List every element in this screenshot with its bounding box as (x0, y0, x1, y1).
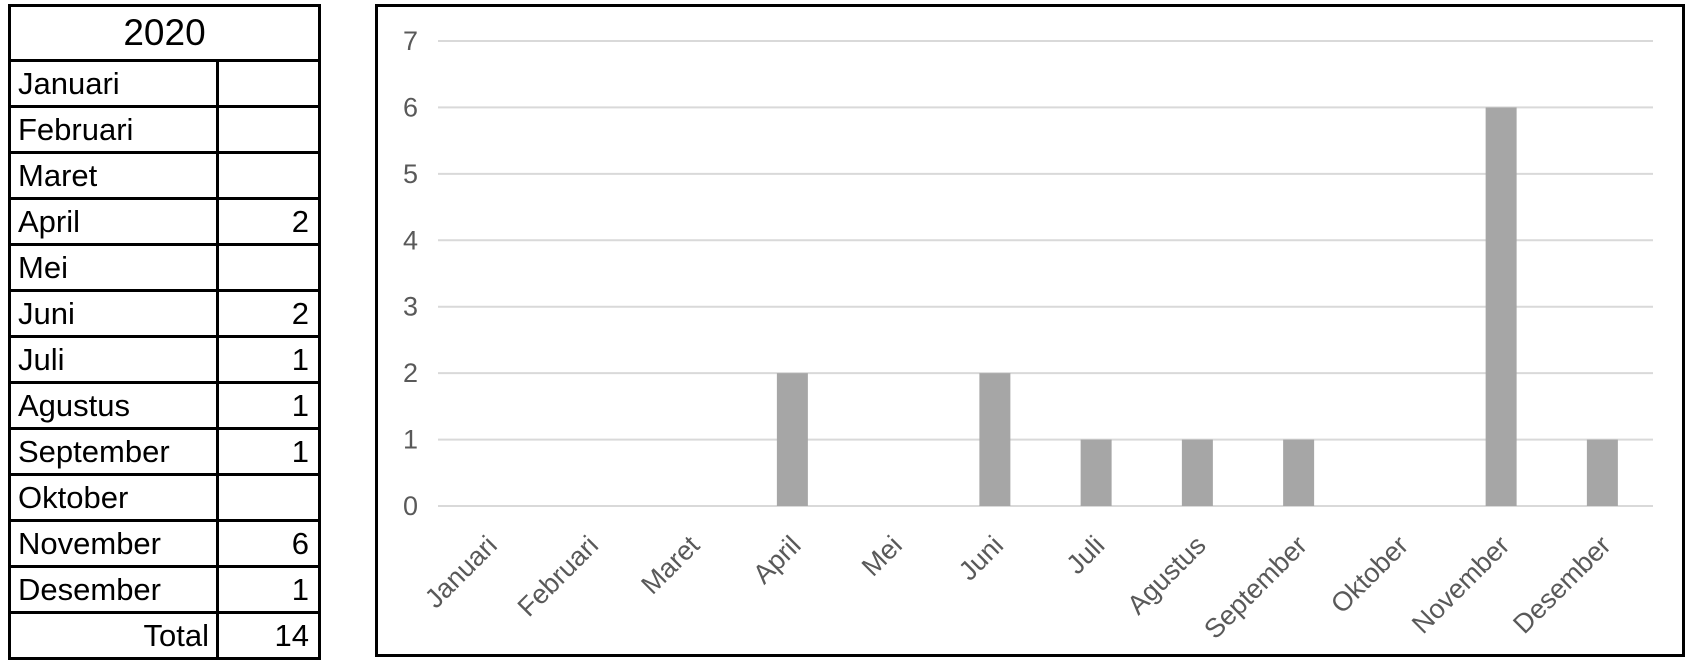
y-tick-label: 6 (403, 92, 418, 122)
x-tick-label: April (747, 530, 806, 589)
bar-agustus[interactable] (1181, 439, 1213, 506)
x-tick-label: Oktober (1325, 530, 1414, 619)
y-tick-label: 0 (403, 491, 418, 521)
month-cell[interactable]: Agustus (8, 381, 219, 430)
table-row: Juli 1 (8, 335, 321, 384)
table-row: Januari (8, 59, 321, 108)
month-cell[interactable]: Juni (8, 289, 219, 338)
y-tick-label: 2 (403, 358, 418, 388)
value-cell[interactable]: 1 (216, 565, 321, 614)
month-cell[interactable]: November (8, 519, 219, 568)
y-tick-label: 7 (403, 26, 418, 56)
bar-desember[interactable] (1586, 439, 1618, 506)
month-cell[interactable]: Oktober (8, 473, 219, 522)
bar-chart[interactable]: 0 1 2 3 4 5 6 7 Januari Februari Maret April Mei Juni… (375, 4, 1685, 657)
bar-juni[interactable] (979, 373, 1011, 506)
x-tick-label: Desember (1507, 530, 1616, 639)
value-cell[interactable]: 1 (216, 427, 321, 476)
table-row: Mei (8, 243, 321, 292)
y-tick-label: 4 (403, 225, 418, 255)
y-tick-label: 1 (403, 425, 418, 455)
bar-november[interactable] (1485, 107, 1517, 506)
value-cell[interactable]: 2 (216, 289, 321, 338)
value-cell[interactable] (216, 151, 321, 200)
x-tick-label: Agustus (1121, 530, 1211, 620)
month-cell[interactable]: Desember (8, 565, 219, 614)
month-cell[interactable]: Maret (8, 151, 219, 200)
month-cell[interactable]: Mei (8, 243, 219, 292)
x-tick-label: Februari (512, 530, 604, 622)
bar-april[interactable] (776, 373, 808, 506)
total-value-cell[interactable]: 14 (216, 611, 321, 660)
table-row: Agustus 1 (8, 381, 321, 430)
value-cell[interactable] (216, 59, 321, 108)
table-row: September 1 (8, 427, 321, 476)
value-cell[interactable] (216, 243, 321, 292)
x-tick-label: November (1406, 530, 1515, 639)
x-tick-label: September (1198, 530, 1313, 645)
table-row: November 6 (8, 519, 321, 568)
total-label-cell[interactable]: Total (8, 611, 219, 660)
year-header-row: 2020 (8, 4, 321, 62)
table-row: April 2 (8, 197, 321, 246)
month-cell[interactable]: September (8, 427, 219, 476)
value-cell[interactable]: 1 (216, 381, 321, 430)
value-cell[interactable]: 1 (216, 335, 321, 384)
table-row: Oktober (8, 473, 321, 522)
x-tick-label: Maret (635, 530, 705, 600)
bar-chart-canvas: 0 1 2 3 4 5 6 7 Januari Februari Maret April Mei Juni… (403, 26, 1653, 645)
month-rows: Januari Februari Maret April 2 Mei Juni 2 Juli 1 A… (8, 59, 321, 614)
month-cell[interactable]: Juli (8, 335, 219, 384)
year-table: 2020 Januari Februari Maret April 2 Mei Juni 2 J… (8, 4, 321, 660)
x-tick-label: Januari (419, 530, 503, 614)
value-cell[interactable]: 2 (216, 197, 321, 246)
month-cell[interactable]: Februari (8, 105, 219, 154)
year-header-cell[interactable]: 2020 (8, 4, 321, 62)
value-cell[interactable]: 6 (216, 519, 321, 568)
table-row: Desember 1 (8, 565, 321, 614)
x-tick-label: Juni (953, 530, 1009, 586)
month-cell[interactable]: April (8, 197, 219, 246)
table-row: Maret (8, 151, 321, 200)
y-tick-label: 5 (403, 159, 418, 189)
bar-september[interactable] (1283, 439, 1315, 506)
x-tick-label: Juli (1061, 530, 1111, 580)
value-cell[interactable] (216, 105, 321, 154)
y-tick-label: 3 (403, 292, 418, 322)
month-cell[interactable]: Januari (8, 59, 219, 108)
total-row: Total 14 (8, 611, 321, 660)
bar-juli[interactable] (1080, 439, 1112, 506)
value-cell[interactable] (216, 473, 321, 522)
table-row: Februari (8, 105, 321, 154)
x-tick-label: Mei (856, 530, 908, 582)
table-row: Juni 2 (8, 289, 321, 338)
